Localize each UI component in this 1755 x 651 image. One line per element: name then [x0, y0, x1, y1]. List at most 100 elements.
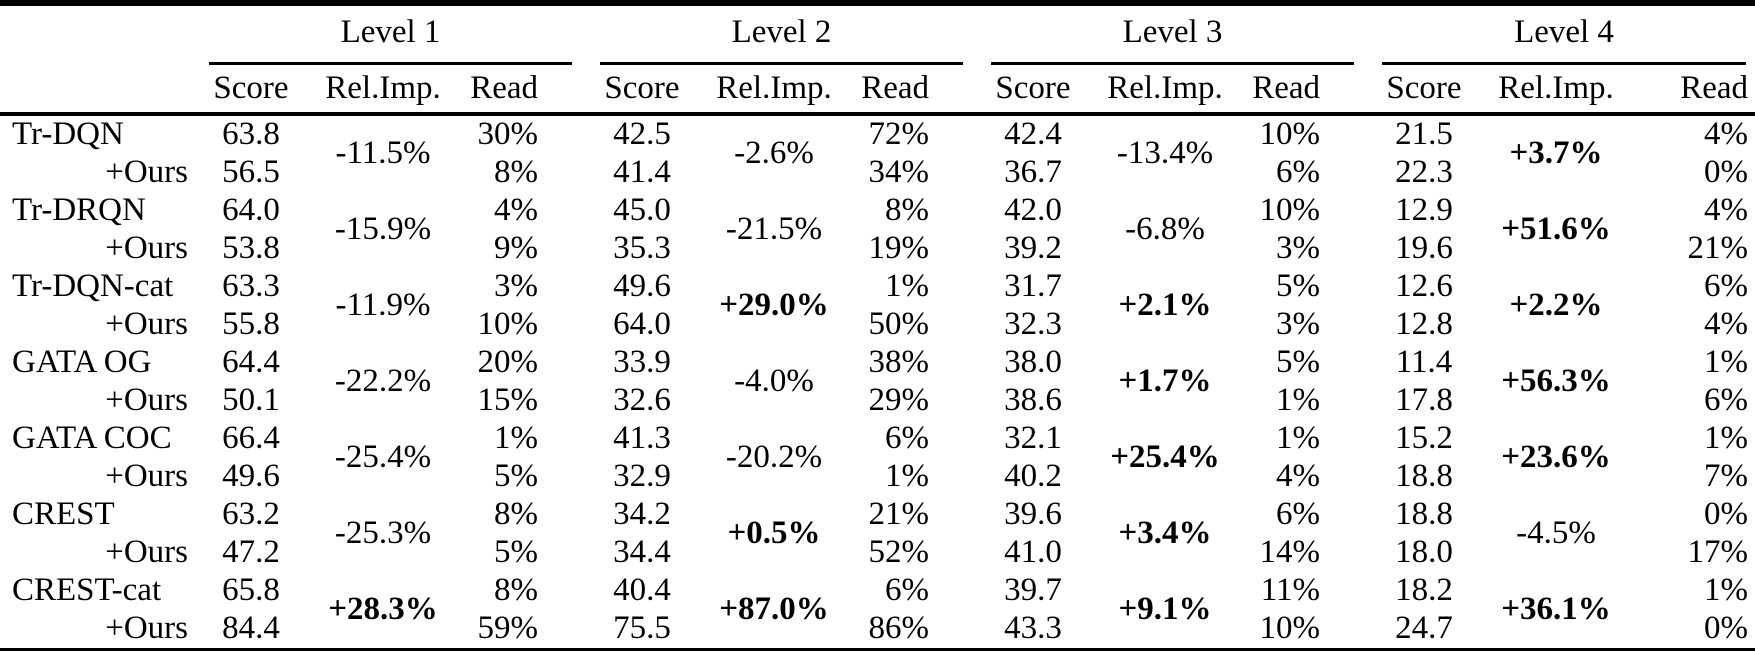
ours-read-cell: 8%	[494, 154, 538, 191]
level-header-row: Level 1 Level 2 Level 3 Level 4	[0, 3, 1755, 65]
read-cell: 6%	[1704, 268, 1748, 305]
score-cell: 63.2	[222, 496, 280, 533]
relative-improvement-cell: -15.9%	[334, 211, 432, 248]
ours-read-cell: 34%	[868, 154, 930, 191]
relative-improvement-cell: -2.6%	[734, 135, 814, 172]
ours-read-cell: 5%	[494, 458, 538, 495]
read-cell: 5%	[1276, 344, 1320, 381]
ours-score-cell: 39.2	[1004, 230, 1062, 267]
ours-read-cell: 21%	[1687, 230, 1749, 267]
relative-improvement-cell: +29.0%	[719, 287, 829, 324]
score-cell: 32.1	[1004, 420, 1062, 457]
read-cell: 6%	[885, 420, 929, 457]
score-cell: 42.4	[1004, 116, 1062, 153]
ours-score-cell: 22.3	[1395, 154, 1453, 191]
table-row: GATA OG 64.4 -22.2% 20% 33.9 -4.0% 38% 38.0 +1.7…	[0, 344, 1755, 399]
ours-score-cell: 64.0	[613, 306, 671, 343]
method-name-cell: CREST	[12, 496, 115, 533]
relative-improvement-cell: +3.7%	[1509, 135, 1603, 172]
ours-read-cell: 6%	[1276, 154, 1320, 191]
score-cell: 39.6	[1004, 496, 1062, 533]
ours-read-cell: 0%	[1704, 610, 1748, 647]
table-row: GATA COC 66.4 -25.4% 1% 41.3 -20.2% 6% 32.1 +25.…	[0, 420, 1755, 475]
read-cell: 1%	[1276, 420, 1320, 457]
ours-score-cell: 32.9	[613, 458, 671, 495]
table-row-ours: +Ours 47.2 5% 34.4 52% 41.0 14% 18.0 17%	[0, 534, 1755, 572]
table-row-ours: +Ours 56.5 8% 41.4 34% 36.7 6% 22.3 0%	[0, 154, 1755, 192]
corner-cell	[0, 3, 195, 65]
ours-read-cell: 7%	[1704, 458, 1748, 495]
ours-read-cell: 17%	[1687, 534, 1749, 571]
table-row-ours: +Ours 49.6 5% 32.9 1% 40.2 4% 18.8 7%	[0, 458, 1755, 496]
relative-improvement-cell: +87.0%	[719, 591, 829, 628]
ours-read-cell: 1%	[885, 458, 929, 495]
score-cell: 49.6	[613, 268, 671, 305]
read-cell: 4%	[1704, 192, 1748, 229]
score-cell: 64.4	[222, 344, 280, 381]
ours-score-cell: 24.7	[1395, 610, 1453, 647]
relimp-column-header: Rel.Imp.	[307, 64, 459, 116]
ours-score-cell: 17.8	[1395, 382, 1453, 419]
relative-improvement-cell: +23.6%	[1501, 439, 1611, 476]
ours-score-cell: 12.8	[1395, 306, 1453, 343]
relative-improvement-cell: +1.7%	[1118, 363, 1212, 400]
level-3-label: Level 3	[1122, 14, 1223, 50]
ours-score-cell: 18.0	[1395, 534, 1453, 571]
relative-improvement-cell: +3.4%	[1118, 515, 1212, 552]
score-cell: 63.8	[222, 116, 280, 153]
level-1-header: Level 1	[195, 3, 586, 65]
level-4-rule: Level 4	[1382, 13, 1746, 65]
read-cell: 10%	[1259, 192, 1321, 229]
relimp-column-header: Rel.Imp.	[698, 64, 850, 116]
read-cell: 1%	[494, 420, 538, 457]
ours-read-cell: 0%	[1704, 154, 1748, 191]
relative-improvement-cell: +36.1%	[1501, 591, 1611, 628]
score-cell: 21.5	[1395, 116, 1453, 153]
ours-score-cell: 56.5	[222, 154, 280, 191]
ours-score-cell: 47.2	[222, 534, 280, 571]
read-column-header: Read	[1241, 64, 1368, 116]
ours-label-cell: +Ours	[105, 458, 188, 495]
read-cell: 8%	[494, 572, 538, 609]
ours-score-cell: 40.2	[1004, 458, 1062, 495]
ours-label-cell: +Ours	[105, 230, 188, 267]
relative-improvement-cell: -11.9%	[335, 287, 431, 324]
level-1-rule: Level 1	[209, 13, 572, 65]
ours-label-cell: +Ours	[105, 382, 188, 419]
ours-score-cell: 35.3	[613, 230, 671, 267]
relative-improvement-cell: -22.2%	[334, 363, 432, 400]
ours-read-cell: 86%	[868, 610, 930, 647]
ours-score-cell: 75.5	[613, 610, 671, 647]
ours-read-cell: 9%	[494, 230, 538, 267]
table-row-ours: +Ours 50.1 15% 32.6 29% 38.6 1% 17.8 6%	[0, 382, 1755, 420]
ours-label-cell: +Ours	[105, 534, 188, 571]
relative-improvement-cell: +0.5%	[727, 515, 821, 552]
score-cell: 38.0	[1004, 344, 1062, 381]
relative-improvement-cell: -4.0%	[734, 363, 814, 400]
relative-improvement-cell: -25.3%	[334, 515, 432, 552]
ours-score-cell: 34.4	[613, 534, 671, 571]
ours-read-cell: 6%	[1704, 382, 1748, 419]
relative-improvement-cell: -21.5%	[725, 211, 823, 248]
ours-read-cell: 15%	[477, 382, 539, 419]
read-column-header: Read	[1632, 64, 1755, 116]
method-name-cell: GATA OG	[12, 344, 152, 381]
level-2-label: Level 2	[731, 14, 832, 50]
relative-improvement-cell: +56.3%	[1501, 363, 1611, 400]
method-name-cell: GATA COC	[12, 420, 172, 457]
ours-score-cell: 38.6	[1004, 382, 1062, 419]
relimp-column-header: Rel.Imp.	[1480, 64, 1632, 116]
relative-improvement-cell: -25.4%	[334, 439, 432, 476]
read-cell: 72%	[868, 116, 930, 153]
score-cell: 34.2	[613, 496, 671, 533]
level-3-header: Level 3	[977, 3, 1368, 65]
ours-score-cell: 43.3	[1004, 610, 1062, 647]
relative-improvement-cell: -11.5%	[335, 135, 431, 172]
ours-read-cell: 59%	[477, 610, 539, 647]
relative-improvement-cell: +51.6%	[1501, 211, 1611, 248]
ours-score-cell: 32.3	[1004, 306, 1062, 343]
ours-score-cell: 49.6	[222, 458, 280, 495]
score-cell: 66.4	[222, 420, 280, 457]
score-cell: 40.4	[613, 572, 671, 609]
score-cell: 18.8	[1395, 496, 1453, 533]
